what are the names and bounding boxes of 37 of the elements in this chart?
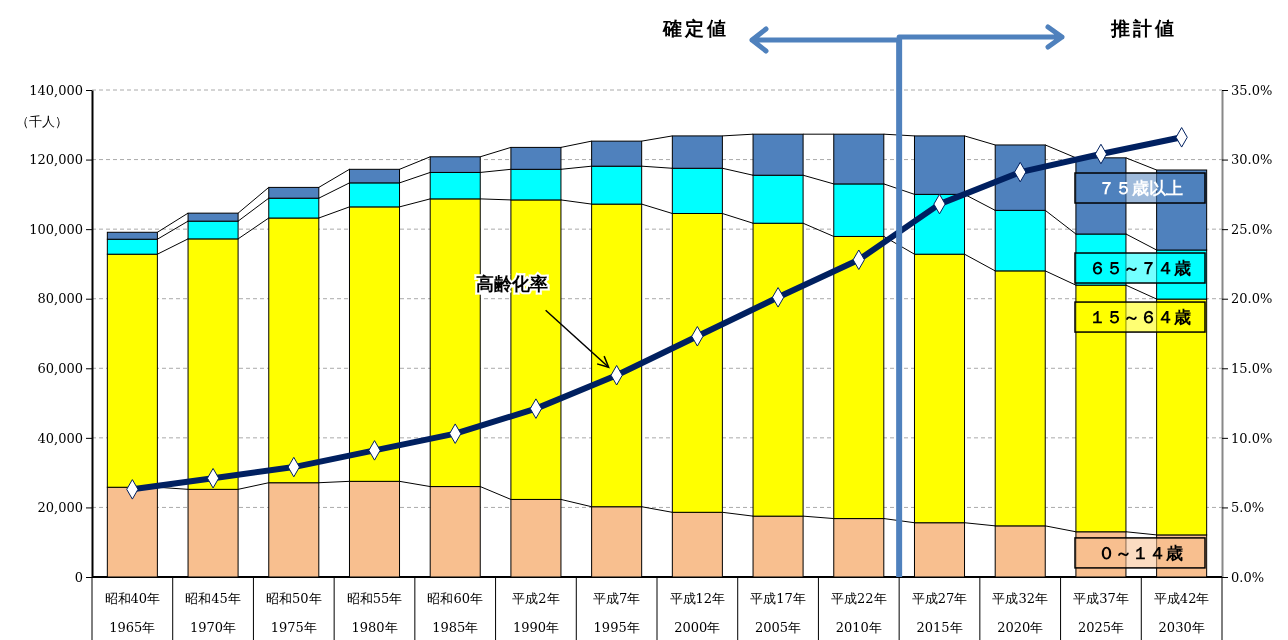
legend-label: １５～６４歳 bbox=[1089, 307, 1191, 328]
legend-label: ６５～７４歳 bbox=[1089, 258, 1191, 279]
x-tick-label: 平成27年 2015年 bbox=[911, 591, 968, 635]
y2-tick-label: 5.0% bbox=[1231, 500, 1265, 516]
legend-label: ７５歳以上 bbox=[1097, 178, 1183, 199]
y-tick-label: 40,000 bbox=[37, 430, 83, 446]
legend-label: ０～１４歳 bbox=[1097, 542, 1183, 563]
y2-tick-label: 25.0% bbox=[1231, 221, 1273, 237]
y-tick-label: 80,000 bbox=[37, 291, 83, 307]
x-tick-label: 昭和60年 1985年 bbox=[427, 591, 483, 635]
y-tick-label: 140,000 bbox=[29, 82, 83, 98]
y2-tick-label: 10.0% bbox=[1231, 430, 1273, 446]
y-tick-label: 20,000 bbox=[37, 500, 83, 516]
x-tick-label: 平成7年 1995年 bbox=[593, 591, 641, 635]
x-tick-label: 昭和50年 1975年 bbox=[266, 591, 322, 635]
x-tick-label: 昭和40年 1965年 bbox=[104, 591, 161, 635]
text: 推計値 bbox=[1110, 17, 1177, 39]
y-tick-label: 0 bbox=[74, 569, 83, 585]
x-tick-label: 平成32年 2020年 bbox=[992, 591, 1048, 635]
y-tick-label: 60,000 bbox=[37, 360, 83, 376]
x-tick-label: 平成17年 2005年 bbox=[750, 591, 806, 635]
x-tick-label: 平成37年 2025年 bbox=[1073, 591, 1129, 635]
y2-tick-label: 15.0% bbox=[1231, 360, 1273, 376]
y2-tick-label: 35.0% bbox=[1231, 82, 1273, 98]
y2-tick-label: 30.0% bbox=[1231, 152, 1273, 168]
x-tick-label: 平成12年 2000年 bbox=[669, 591, 726, 635]
y-axis-title: （千人） bbox=[16, 114, 68, 129]
x-tick-label: 平成2年 1990年 bbox=[512, 591, 560, 635]
x-tick-label: 昭和55年 1980年 bbox=[346, 591, 403, 635]
x-tick-label: 昭和45年 1970年 bbox=[185, 591, 241, 635]
y-tick-label: 100,000 bbox=[29, 221, 83, 237]
text: 確定値 bbox=[662, 17, 729, 39]
y2-tick-label: 0.0% bbox=[1231, 569, 1265, 585]
y-tick-label: 120,000 bbox=[29, 152, 83, 168]
x-tick-label: 平成42年 2030年 bbox=[1153, 591, 1210, 635]
y2-tick-label: 20.0% bbox=[1231, 291, 1273, 307]
x-tick-label: 平成22年 2010年 bbox=[831, 591, 887, 635]
